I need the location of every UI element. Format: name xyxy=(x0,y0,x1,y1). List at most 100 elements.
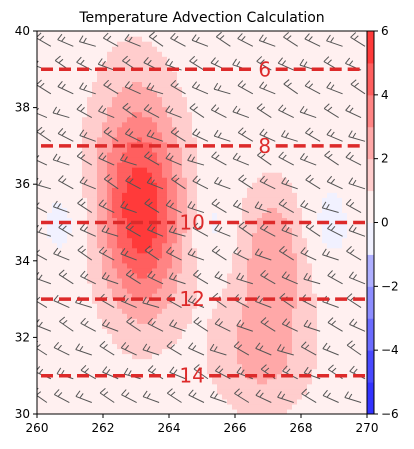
field-cell xyxy=(37,121,43,128)
field-cell xyxy=(127,177,133,183)
field-cell xyxy=(42,197,48,203)
field-cell xyxy=(217,388,223,395)
field-cell xyxy=(272,298,278,304)
field-cell xyxy=(102,172,108,178)
field-cell xyxy=(37,101,43,108)
field-cell xyxy=(362,262,367,269)
field-cell xyxy=(257,182,263,188)
field-cell xyxy=(317,31,323,37)
field-cell xyxy=(182,318,188,324)
field-cell xyxy=(132,91,138,98)
field-cell xyxy=(102,126,108,133)
field-cell xyxy=(227,212,233,219)
field-cell xyxy=(352,212,358,219)
field-cell xyxy=(197,131,203,138)
field-cell xyxy=(52,318,58,324)
field-cell xyxy=(332,46,338,52)
field-cell xyxy=(77,46,83,52)
field-cell xyxy=(297,237,303,244)
field-cell xyxy=(142,56,148,62)
field-cell xyxy=(167,86,173,93)
field-cell xyxy=(102,51,108,57)
field-cell xyxy=(42,257,48,264)
field-cell xyxy=(47,86,53,93)
field-cell xyxy=(352,353,358,360)
field-cell xyxy=(162,247,168,254)
field-cell xyxy=(352,403,358,410)
field-cell xyxy=(127,141,133,148)
field-cell xyxy=(312,293,318,299)
field-cell xyxy=(247,308,253,314)
field-cell xyxy=(287,408,293,414)
field-cell xyxy=(107,398,113,405)
field-cell xyxy=(42,318,48,324)
field-cell xyxy=(172,363,178,370)
field-cell xyxy=(347,298,353,304)
field-cell xyxy=(197,136,203,143)
field-cell xyxy=(182,348,188,355)
field-cell xyxy=(222,383,228,390)
field-cell xyxy=(252,86,258,93)
field-cell xyxy=(312,212,318,219)
field-cell xyxy=(312,91,318,98)
field-cell xyxy=(172,41,178,47)
field-cell xyxy=(97,267,103,274)
field-cell xyxy=(47,308,53,314)
field-cell xyxy=(242,96,248,103)
field-cell xyxy=(42,61,48,67)
field-cell xyxy=(102,222,108,229)
field-cell xyxy=(152,282,158,289)
field-cell xyxy=(162,126,168,133)
field-cell xyxy=(172,343,178,350)
field-cell xyxy=(307,202,313,208)
field-cell xyxy=(277,313,283,319)
field-cell xyxy=(267,288,273,294)
field-cell xyxy=(72,313,78,319)
field-cell xyxy=(212,252,218,259)
field-cell xyxy=(322,86,328,93)
field-cell xyxy=(277,91,283,98)
field-cell xyxy=(97,197,103,203)
field-cell xyxy=(247,237,253,244)
field-cell xyxy=(62,388,68,395)
field-cell xyxy=(207,182,213,188)
field-cell xyxy=(92,116,98,123)
field-cell xyxy=(177,71,183,77)
field-cell xyxy=(202,31,208,37)
field-cell xyxy=(72,403,78,410)
field-cell xyxy=(182,408,188,414)
field-cell xyxy=(107,167,113,173)
field-cell xyxy=(47,217,53,224)
field-cell xyxy=(162,41,168,47)
field-cell xyxy=(97,262,103,269)
field-cell xyxy=(312,313,318,319)
field-cell xyxy=(302,363,308,370)
field-cell xyxy=(277,182,283,188)
field-cell xyxy=(52,252,58,259)
field-cell xyxy=(292,247,298,254)
field-cell xyxy=(232,358,238,365)
field-cell xyxy=(67,182,73,188)
field-cell xyxy=(207,348,213,355)
field-cell xyxy=(87,368,93,375)
field-cell xyxy=(342,71,348,77)
field-cell xyxy=(112,323,118,329)
field-cell xyxy=(347,303,353,309)
field-cell xyxy=(277,81,283,88)
field-cell xyxy=(47,146,53,153)
field-cell xyxy=(87,91,93,98)
field-cell xyxy=(342,96,348,103)
field-cell xyxy=(127,358,133,365)
field-cell xyxy=(117,56,123,62)
field-cell xyxy=(42,328,48,334)
field-cell xyxy=(252,197,258,203)
field-cell xyxy=(322,136,328,143)
field-cell xyxy=(232,177,238,183)
field-cell xyxy=(122,242,128,249)
field-cell xyxy=(127,197,133,203)
field-cell xyxy=(92,41,98,47)
field-cell xyxy=(57,338,63,345)
field-cell xyxy=(287,393,293,400)
field-cell xyxy=(202,61,208,67)
field-cell xyxy=(167,247,173,254)
